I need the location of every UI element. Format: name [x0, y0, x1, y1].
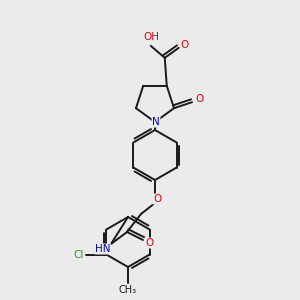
Text: Cl: Cl: [73, 250, 83, 260]
Text: CH₃: CH₃: [119, 285, 137, 295]
Text: O: O: [195, 94, 203, 104]
Text: O: O: [145, 238, 153, 248]
Text: OH: OH: [144, 32, 160, 42]
Text: N: N: [152, 117, 160, 127]
Text: O: O: [181, 40, 189, 50]
Text: HN: HN: [95, 244, 111, 254]
Text: O: O: [153, 194, 161, 204]
